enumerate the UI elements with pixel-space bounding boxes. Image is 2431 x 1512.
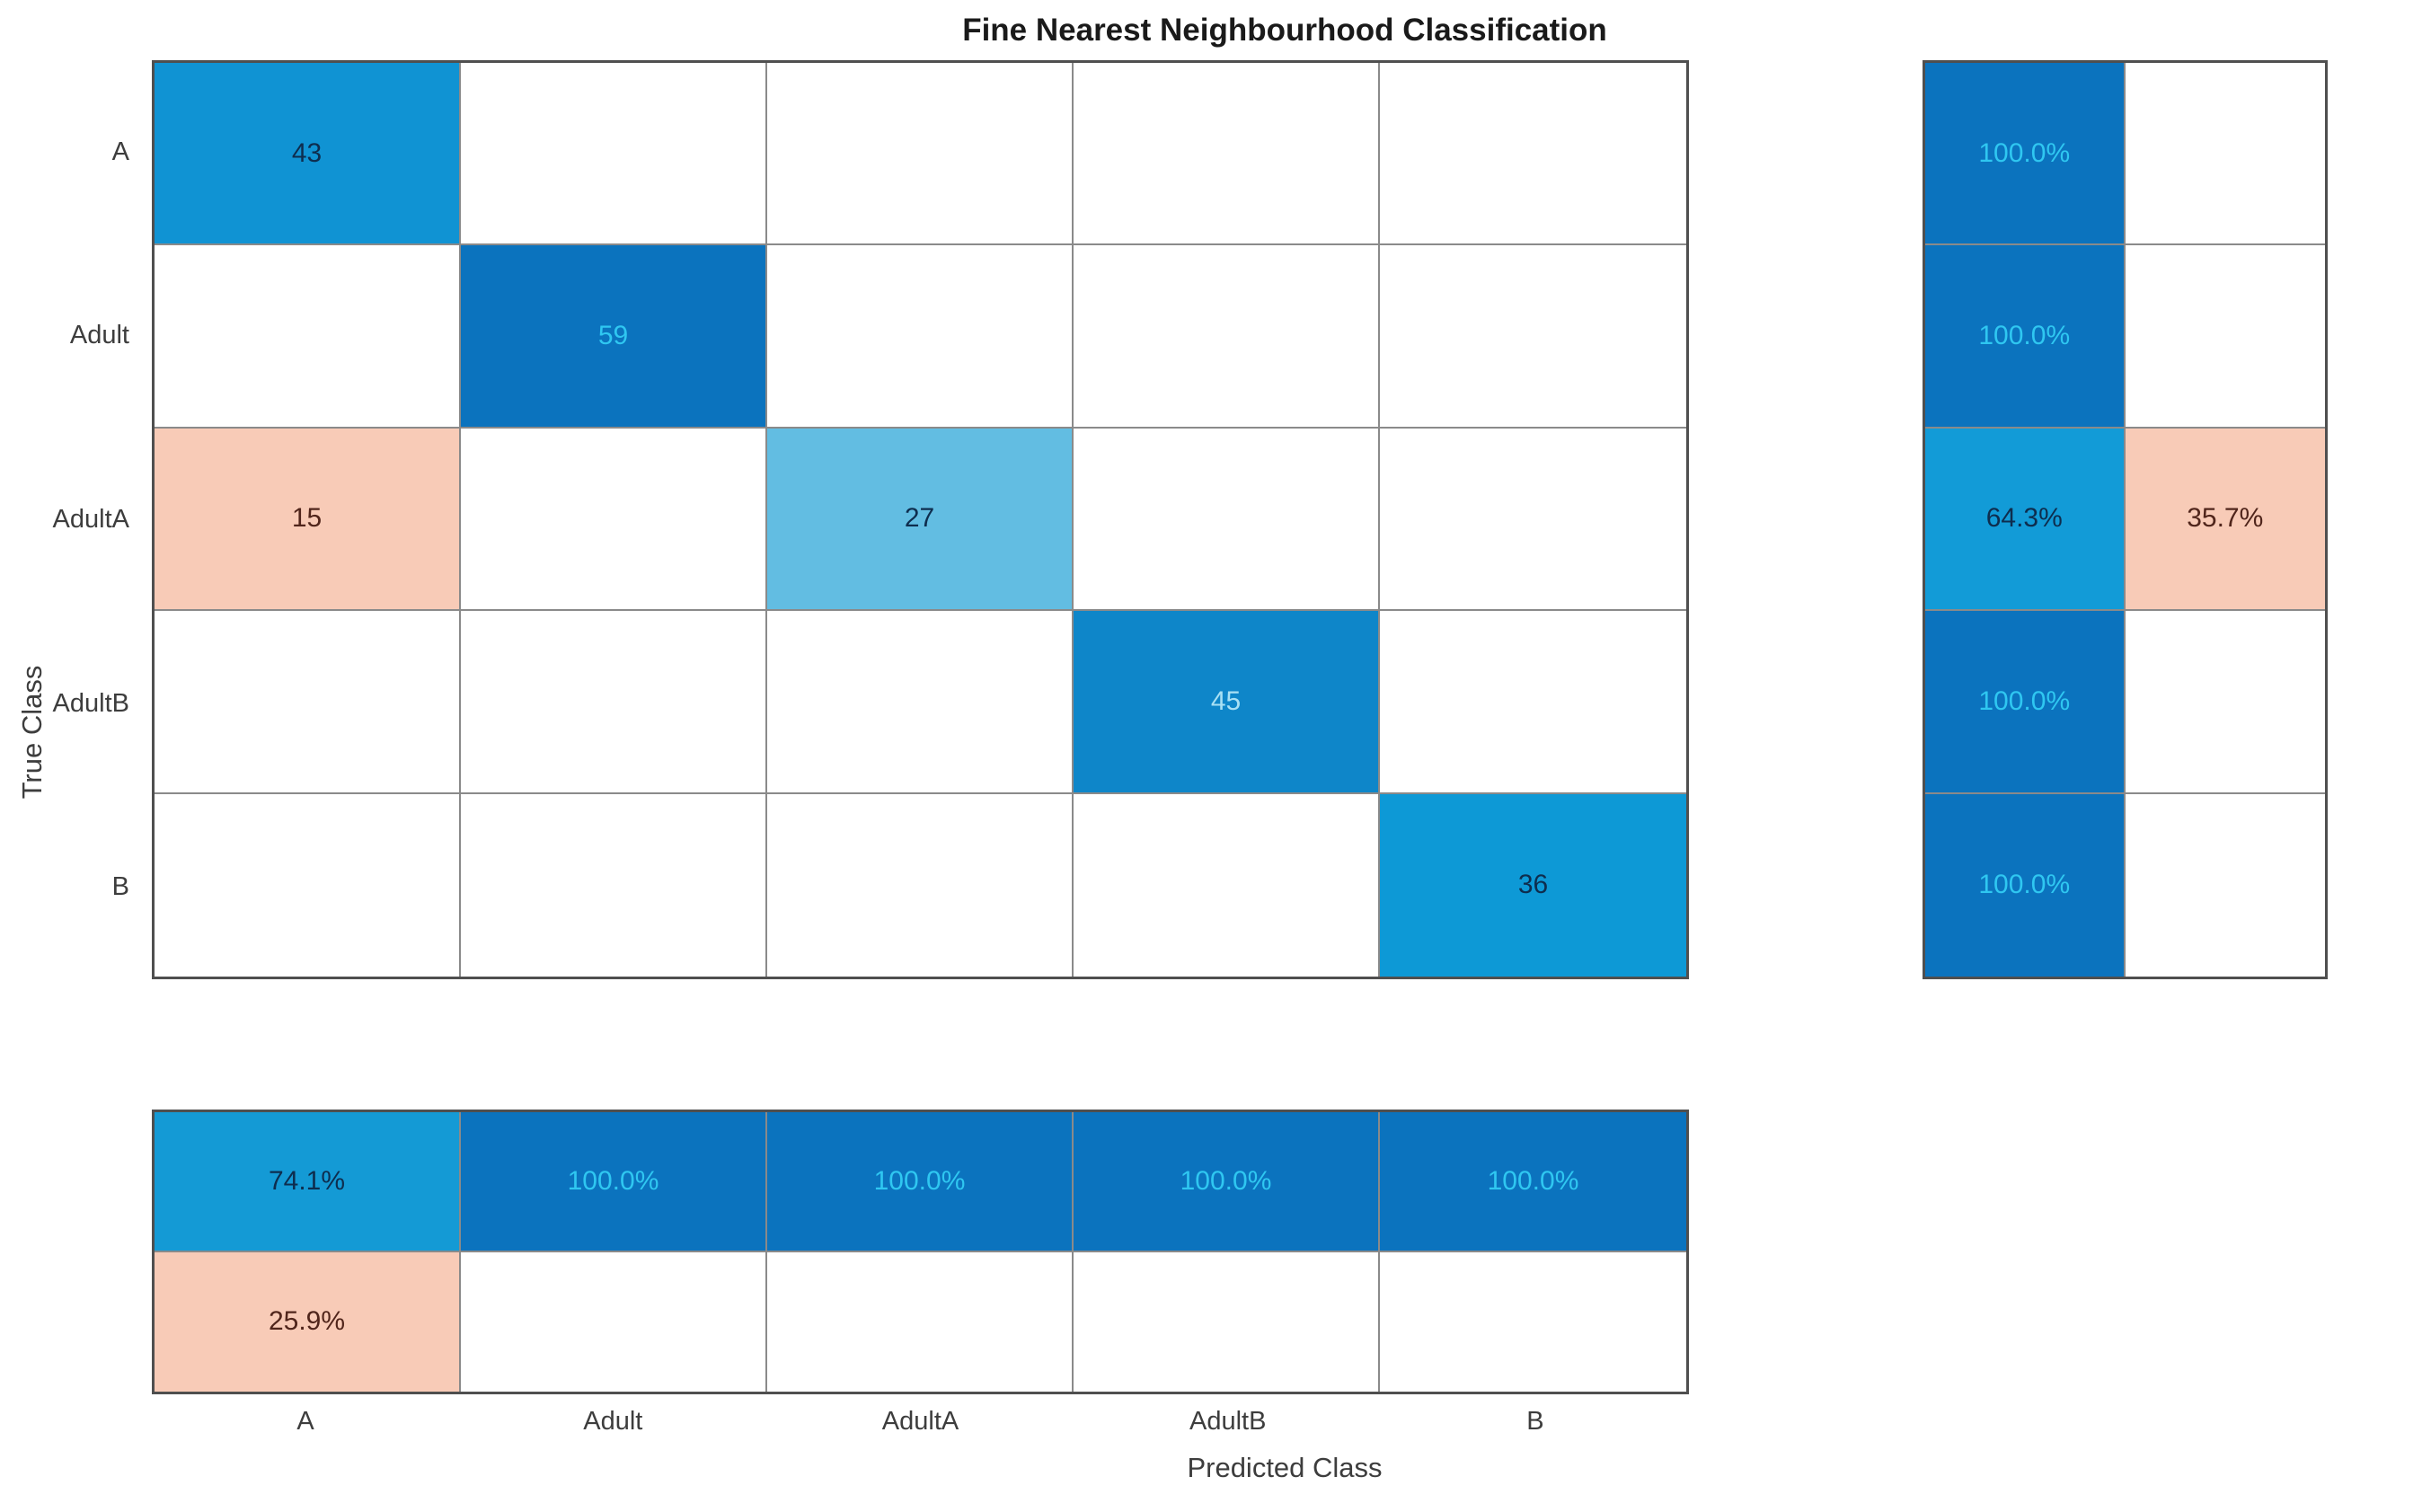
x-axis-label: Predicted Class: [1187, 1452, 1383, 1483]
row-summary-grid: 100.0% 100.0% 64.3% 35.7% 100.0% 100.0%: [1923, 60, 2328, 979]
x-tick-label: B: [1526, 1407, 1544, 1436]
matrix-cell: [461, 611, 767, 794]
x-tick-label: AdultA: [881, 1407, 959, 1436]
row-summary-cell: [2125, 63, 2325, 246]
x-tick-label: AdultB: [1189, 1407, 1267, 1436]
matrix-cell: [155, 611, 461, 794]
column-summary-cell: [1380, 1251, 1686, 1392]
matrix-cell: [155, 245, 461, 429]
matrix-cell: [767, 793, 1074, 977]
matrix-cell: [767, 611, 1074, 794]
row-summary-cell: 100.0%: [1925, 793, 2126, 977]
y-axis-tick-labels: A Adult AdultA AdultB B: [0, 60, 137, 979]
row-summary-cell: [2125, 245, 2325, 429]
row-summary-cell: 64.3%: [1925, 428, 2126, 612]
matrix-cell: [1380, 245, 1686, 429]
matrix-cell: [461, 793, 767, 977]
chart-title: Fine Nearest Neighbourhood Classificatio…: [962, 13, 1607, 48]
matrix-cell: 15: [155, 428, 461, 612]
matrix-cell: [1074, 793, 1380, 977]
y-axis-label: True Class: [16, 665, 48, 800]
matrix-cell: 59: [461, 245, 767, 429]
column-summary-cell: 100.0%: [1074, 1112, 1380, 1252]
column-summary-cell: 100.0%: [461, 1112, 767, 1252]
matrix-cell: [1380, 611, 1686, 794]
column-summary-cell: [1074, 1251, 1380, 1392]
matrix-cell: [461, 428, 767, 612]
column-summary-cell: 100.0%: [767, 1112, 1074, 1252]
matrix-cell: [767, 245, 1074, 429]
matrix-cell: [1380, 63, 1686, 246]
y-tick-label: AdultA: [52, 504, 129, 534]
column-summary-cell: [461, 1251, 767, 1392]
matrix-cell: [155, 793, 461, 977]
row-summary-cell: 100.0%: [1925, 245, 2126, 429]
matrix-cell: 36: [1380, 793, 1686, 977]
matrix-cell: 27: [767, 428, 1074, 612]
column-summary-cell: 25.9%: [155, 1251, 461, 1392]
matrix-cell: [767, 63, 1074, 246]
matrix-cell: [1380, 428, 1686, 612]
row-summary-cell: 100.0%: [1925, 611, 2126, 794]
confusion-matrix-grid: 43 59 15 27 45 36: [152, 60, 1689, 979]
column-summary-cell: 74.1%: [155, 1112, 461, 1252]
matrix-cell: [1074, 63, 1380, 246]
row-summary-cell: 100.0%: [1925, 63, 2126, 246]
matrix-cell: 43: [155, 63, 461, 246]
x-tick-label: A: [296, 1407, 314, 1436]
y-tick-label: A: [111, 137, 129, 166]
matrix-cell: [1074, 245, 1380, 429]
matrix-cell: [1074, 428, 1380, 612]
y-tick-label: Adult: [69, 321, 129, 350]
row-summary-cell: 35.7%: [2125, 428, 2325, 612]
x-tick-label: Adult: [583, 1407, 643, 1436]
matrix-cell: 45: [1074, 611, 1380, 794]
column-summary-cell: 100.0%: [1380, 1112, 1686, 1252]
y-tick-label: AdultB: [52, 688, 129, 718]
matrix-cell: [461, 63, 767, 246]
row-summary-cell: [2125, 793, 2325, 977]
x-axis-tick-labels: A Adult AdultA AdultB B: [152, 1407, 1689, 1443]
column-summary-grid: 74.1% 100.0% 100.0% 100.0% 100.0% 25.9%: [152, 1110, 1689, 1394]
y-tick-label: B: [111, 872, 129, 902]
column-summary-cell: [767, 1251, 1074, 1392]
row-summary-cell: [2125, 611, 2325, 794]
